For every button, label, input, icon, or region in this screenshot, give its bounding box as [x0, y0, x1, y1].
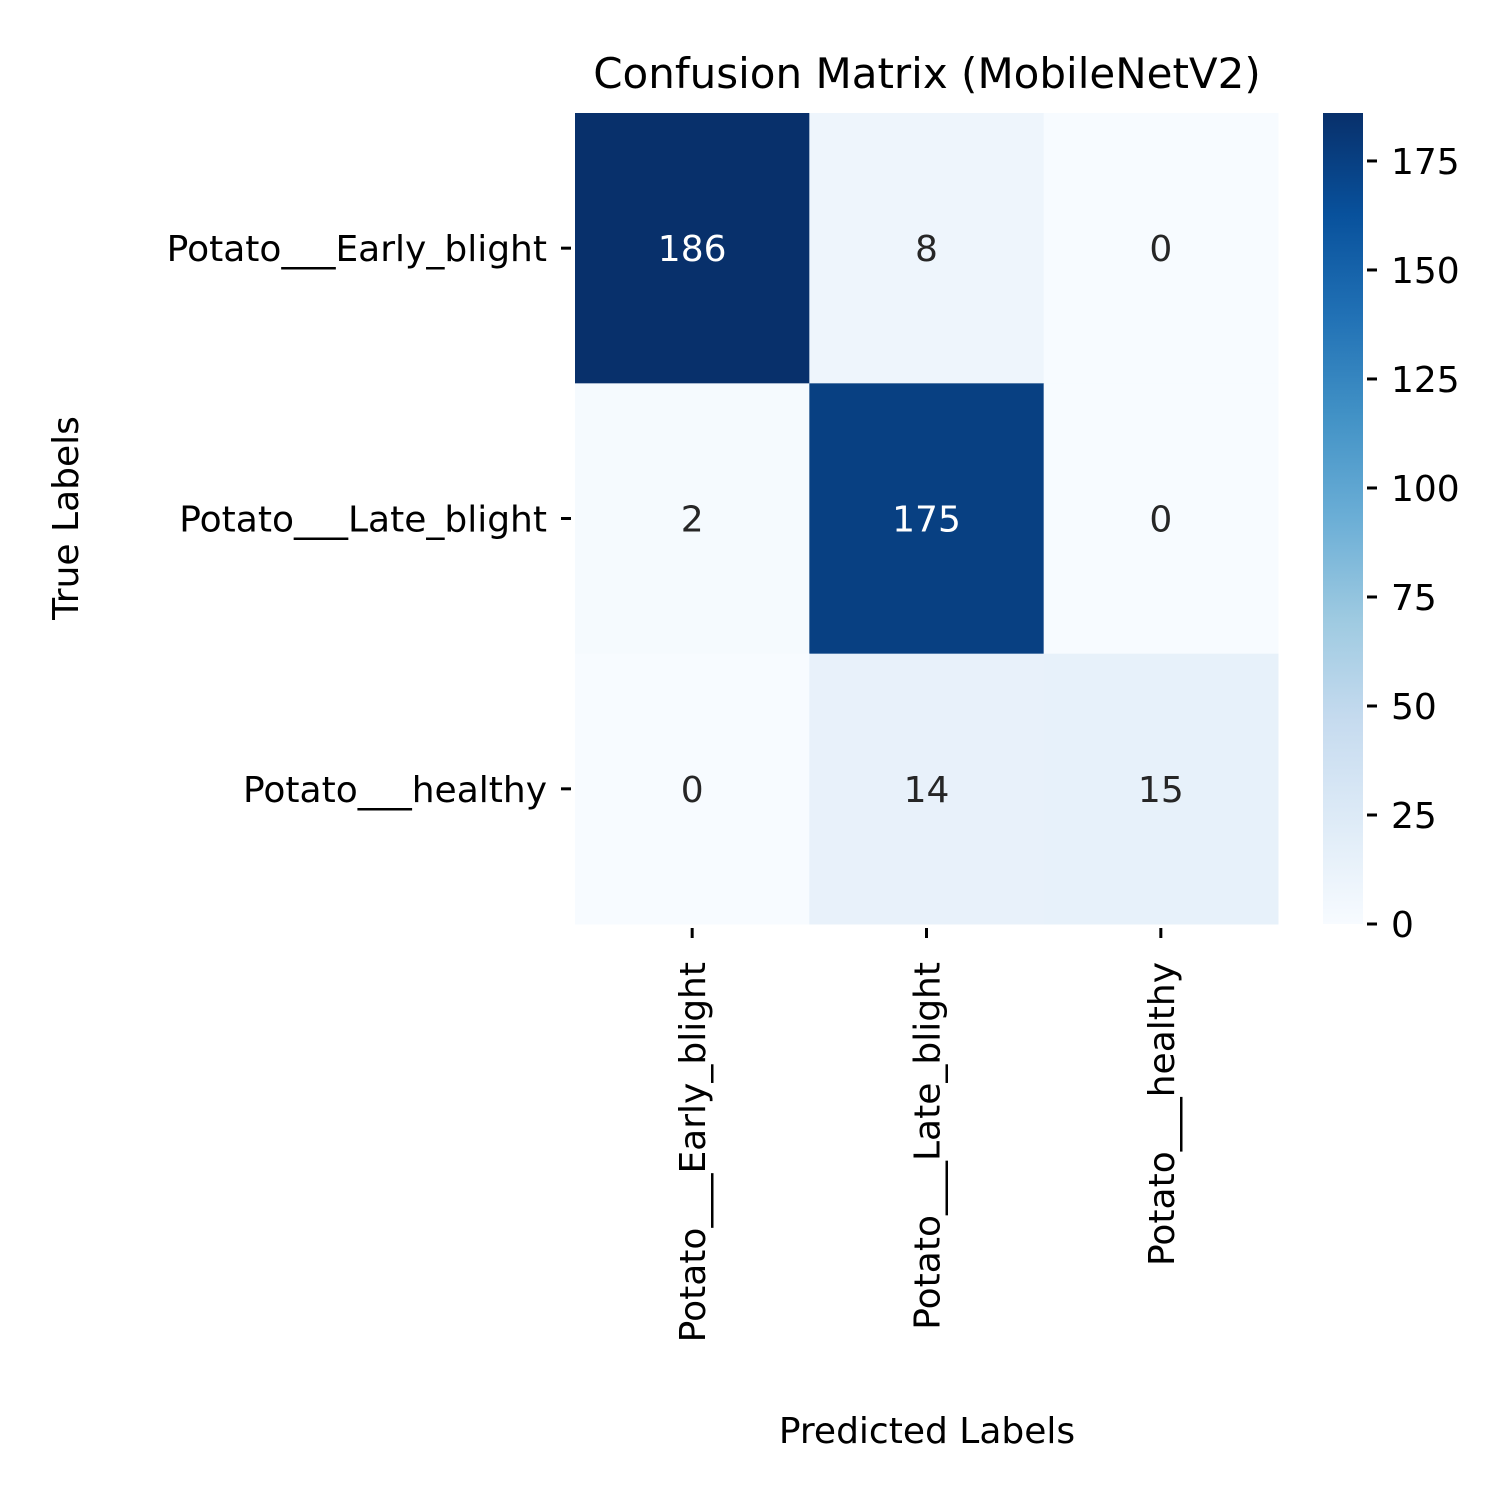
colorbar-tick-label: 50: [1391, 687, 1437, 728]
column-tick-label: Potato___Early_blight: [673, 962, 714, 1342]
cell-value-label: 0: [681, 770, 704, 811]
heatmap-cell: [575, 653, 810, 925]
cell-value-label: 14: [904, 770, 950, 811]
cell-value-label: 8: [915, 229, 938, 270]
heatmap-cell: [809, 653, 1045, 925]
cell-value-label: 0: [1149, 229, 1172, 270]
heatmap-cell: [575, 383, 810, 655]
chart-title: Confusion Matrix (MobileNetV2): [593, 49, 1261, 98]
colorbar: [1323, 113, 1363, 924]
row-tick-label: Potato___Late_blight: [179, 500, 547, 541]
cell-value-label: 15: [1138, 770, 1184, 811]
colorbar-ticks: 0 25 50 75 100 125 150 175: [1367, 142, 1460, 946]
heatmap-cell: [1043, 653, 1279, 925]
cell-value-label: 0: [1149, 500, 1172, 541]
colorbar-tick-label: 175: [1391, 142, 1460, 183]
colorbar-tick-label: 100: [1391, 469, 1460, 510]
colorbar-tick-label: 0: [1391, 905, 1414, 946]
x-axis-label: Predicted Labels: [779, 1411, 1075, 1452]
colorbar-tick-label: 25: [1391, 796, 1437, 837]
row-tick-label: Potato___Early_blight: [167, 229, 547, 270]
colorbar-tick-label: 75: [1391, 578, 1437, 619]
column-tick-label: Potato___healthy: [1142, 962, 1183, 1266]
cell-value-label: 175: [892, 500, 961, 541]
heatmap-cell: [809, 113, 1045, 384]
heatmap-cell: [1043, 383, 1279, 655]
cell-value-label: 2: [681, 500, 704, 541]
heatmap-cells: [575, 113, 1279, 925]
cell-value-label: 186: [658, 229, 727, 270]
row-tick-labels: Potato___Early_blight Potato___Late_bligh…: [167, 229, 571, 811]
heatmap-cell: [809, 383, 1045, 655]
colorbar-tick-label: 150: [1391, 251, 1460, 292]
column-tick-labels: Potato___Early_blight Potato___Late_bligh…: [673, 928, 1183, 1342]
y-axis-label: True Labels: [46, 416, 87, 621]
heatmap-annotations: 186 8 0 2 175 0 0 14 15: [658, 229, 1184, 811]
colorbar-tick-label: 125: [1391, 360, 1460, 401]
column-tick-label: Potato___Late_blight: [908, 962, 949, 1330]
heatmap-cell: [575, 113, 810, 384]
heatmap-cell: [1043, 113, 1279, 384]
row-tick-label: Potato___healthy: [243, 770, 547, 811]
